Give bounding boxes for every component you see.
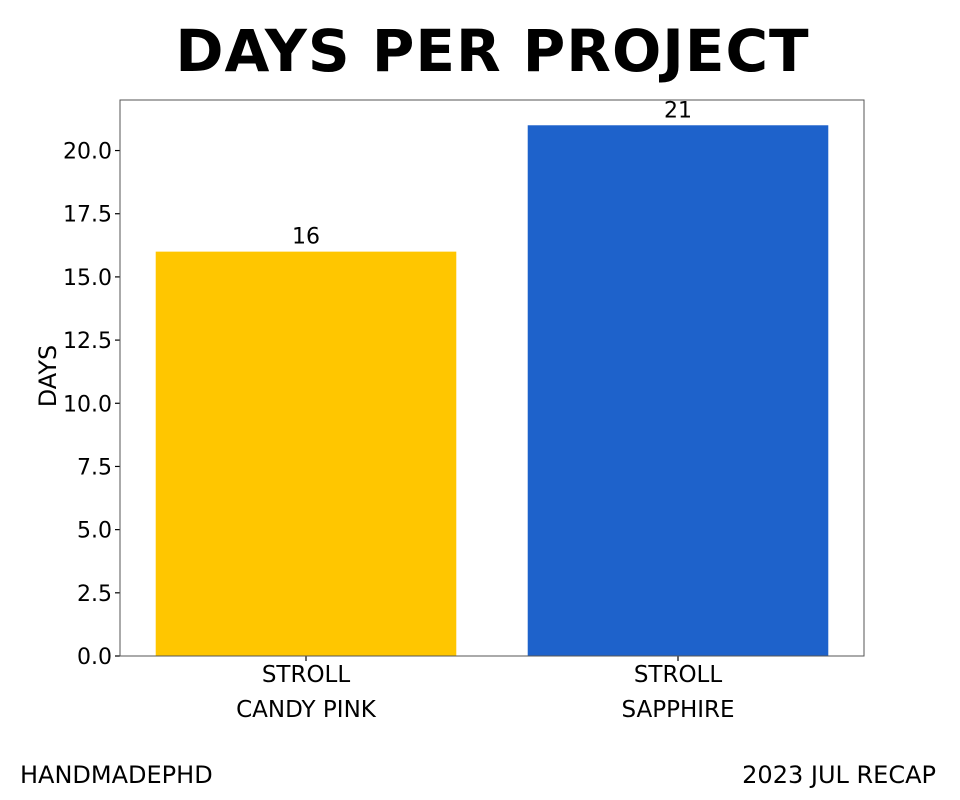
y-tick-label: 17.5: [63, 203, 112, 228]
chart-title: DAYS PER PROJECT: [175, 17, 810, 85]
plot-frame: [119, 99, 865, 657]
footer-period: 2023 JUL RECAP: [742, 761, 936, 789]
bar: [155, 251, 457, 657]
data-label: 21: [664, 98, 692, 123]
y-tick-label: 15.0: [63, 266, 112, 291]
y-tick-label: 12.5: [63, 329, 112, 354]
x-tick-label: CANDY PINK: [236, 697, 377, 723]
y-tick-label: 10.0: [63, 392, 112, 417]
y-tick-label: 0.0: [77, 645, 112, 670]
x-tick-label: SAPPHIRE: [621, 697, 734, 723]
y-tick-label: 5.0: [77, 519, 112, 544]
bar: [527, 125, 829, 657]
x-tick-label: STROLL: [634, 662, 723, 688]
y-tick-label: 20.0: [63, 140, 112, 165]
footer-brand: HANDMADEPHD: [20, 761, 213, 789]
y-tick-label: 7.5: [77, 455, 112, 480]
y-axis-label: DAYS: [34, 345, 62, 408]
y-tick-label: 2.5: [77, 582, 112, 607]
x-tick-label: STROLL: [262, 662, 351, 688]
data-label: 16: [292, 225, 320, 250]
